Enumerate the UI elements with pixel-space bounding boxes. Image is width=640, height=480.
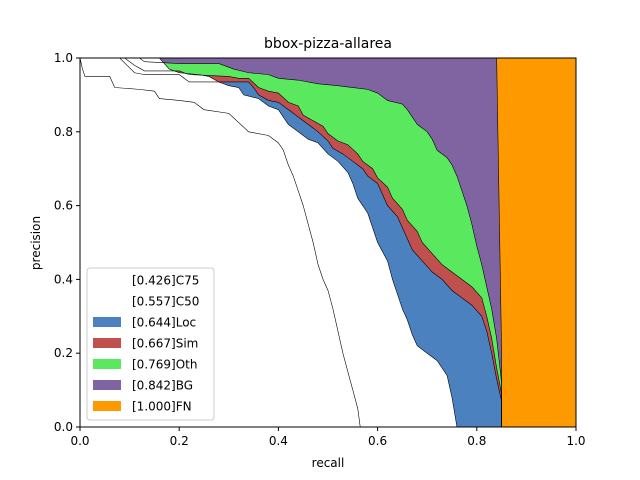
x-tick-label: 0.6 <box>368 434 387 448</box>
legend-swatch <box>93 380 121 390</box>
y-tick-label: 1.0 <box>54 51 73 65</box>
y-axis-label: precision <box>29 216 43 270</box>
y-tick-label: 0.0 <box>54 420 73 434</box>
x-axis-label: recall <box>312 456 345 470</box>
legend-label: [0.842]BG <box>132 379 193 393</box>
chart-title: bbox-pizza-allarea <box>264 36 392 52</box>
legend-swatch <box>93 359 121 369</box>
line--0-426-c75 <box>79 57 361 428</box>
legend-label: [0.426]C75 <box>132 274 199 288</box>
line--0-557-c50 <box>80 57 458 428</box>
line--0-769-oth <box>80 57 502 427</box>
y-tick-label: 0.4 <box>54 272 73 286</box>
legend: [0.426]C75 [0.557]C50 [0.644]Loc [0.667]Sim… <box>86 267 215 421</box>
legend-swatch <box>93 317 121 327</box>
legend-label: [0.769]Oth <box>132 358 197 372</box>
legend-label: [0.557]C50 <box>132 295 199 309</box>
x-tick-label: 0.8 <box>467 434 486 448</box>
line--0-644-loc <box>80 57 502 427</box>
x-tick-label: 0.0 <box>70 434 89 448</box>
y-tick-label: 0.2 <box>54 346 73 360</box>
line--0-667-sim <box>80 57 502 427</box>
legend-swatch <box>93 401 121 411</box>
legend-label: [0.644]Loc <box>132 316 196 330</box>
x-tick-label: 1.0 <box>566 434 585 448</box>
y-tick-label: 0.6 <box>54 199 73 213</box>
x-tick-label: 0.2 <box>170 434 189 448</box>
legend-swatch <box>93 338 121 348</box>
axes: 0.00.0 0.2 0.2 0.4 0.4 0.6 0.6 0.8 0.8 1.0 1.0 <box>54 51 586 448</box>
axes-frame <box>79 57 577 428</box>
legend-label: [0.667]Sim <box>132 337 198 351</box>
legend-label: [1.000]FN <box>132 400 192 414</box>
x-tick-label: 0.4 <box>269 434 288 448</box>
legend-swatch <box>93 296 121 306</box>
y-tick-label: 0.8 <box>54 125 73 139</box>
legend-swatch <box>93 275 121 285</box>
